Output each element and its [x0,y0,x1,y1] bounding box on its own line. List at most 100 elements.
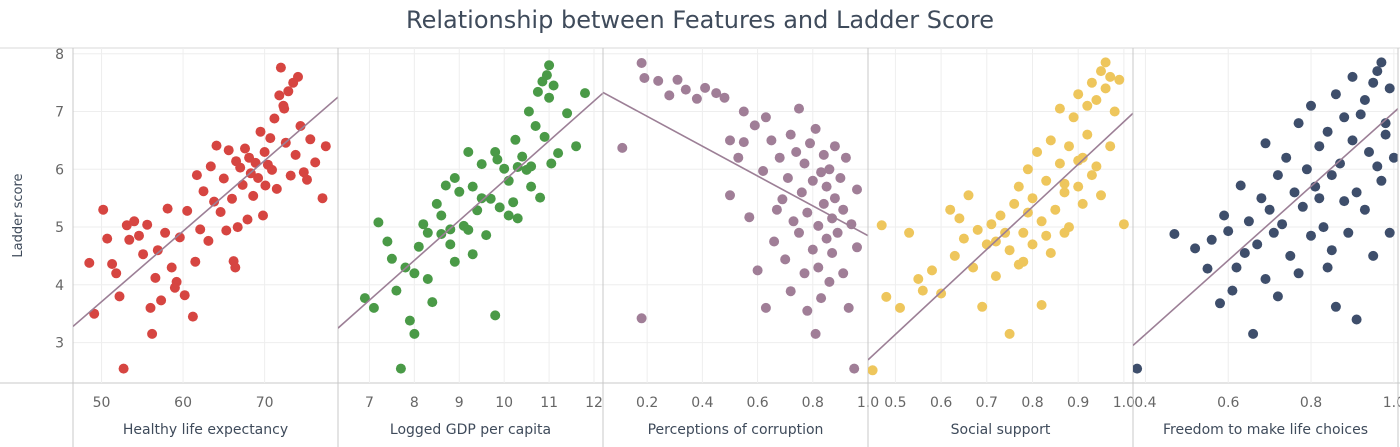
data-point [121,220,132,231]
data-point [760,112,771,123]
data-point [391,285,402,296]
data-point [1322,126,1333,137]
data-point [1041,175,1052,186]
data-point [1351,187,1362,198]
data-point [539,131,550,142]
data-point [1277,219,1288,230]
data-point [1073,181,1084,192]
data-point [981,239,992,250]
data-point [821,233,832,244]
data-point [118,363,129,374]
data-point [1073,155,1084,166]
data-point [1330,301,1341,312]
data-point [1256,193,1267,204]
data-point [512,213,523,224]
data-point [1091,161,1102,172]
data-point [829,141,840,152]
data-point [829,193,840,204]
points-layer [84,62,331,374]
data-point [813,220,824,231]
data-point [818,149,829,160]
trend-line [338,92,603,329]
data-point [162,203,173,214]
data-point [1339,112,1350,123]
data-point [1343,227,1354,238]
data-point [510,134,521,145]
x-tick-label: 0.6 [930,395,952,411]
data-point [1293,268,1304,279]
data-point [242,214,253,225]
data-point [738,137,749,148]
x-tick-label: 0.4 [1134,395,1156,411]
data-point [824,276,835,287]
data-point [317,193,328,204]
data-point [771,204,782,215]
data-point [382,236,393,247]
data-point [1096,66,1106,77]
x-axis-label: Logged GDP per capita [390,422,551,438]
data-point [1027,193,1038,204]
data-point [1297,201,1308,212]
data-point [1091,95,1102,105]
data-point [203,235,214,246]
data-point [107,259,118,269]
data-point [454,186,465,197]
data-point [1306,100,1316,111]
data-point [1272,291,1283,302]
data-point [1100,57,1111,68]
data-point [1252,239,1263,250]
data-point [1059,187,1070,198]
data-point [769,236,780,247]
data-point [1018,256,1029,267]
data-point [752,265,763,276]
x-tick-label: 0.8 [1300,395,1322,411]
data-point [526,181,537,192]
data-point [102,233,113,244]
data-point [413,241,424,252]
data-point [440,180,451,191]
points-layer [359,60,590,374]
data-point [990,271,1001,282]
data-point [1355,109,1366,120]
data-point [807,175,818,186]
x-tick-label: 60 [174,395,192,411]
panel-1: 50 60 70 Healthy life expectancy [72,48,338,447]
data-point [1384,227,1395,238]
data-point [436,229,447,239]
data-point [230,262,241,273]
data-point [1227,285,1238,296]
data-point [788,216,799,227]
data-point [895,302,905,313]
data-point [977,301,988,312]
data-point [1105,141,1116,152]
data-point [725,190,735,201]
data-point [445,239,456,250]
data-point [1322,262,1333,273]
data-point [1077,198,1088,209]
x-tick-label: 7 [365,395,374,411]
data-point [760,302,771,313]
data-point [191,170,202,181]
data-point [179,290,190,301]
data-point [98,204,109,215]
data-point [1027,239,1038,250]
data-point [945,204,956,215]
data-point [986,219,997,230]
data-point [476,193,487,204]
data-point [320,141,331,152]
data-point [275,62,286,73]
data-point [463,224,474,235]
data-point [672,74,683,85]
data-point [1339,196,1350,207]
data-point [548,80,559,91]
data-point [936,288,947,299]
data-point [150,272,161,283]
data-point [1045,248,1056,258]
data-point [532,86,543,97]
data-point [269,113,280,124]
data-point [1281,152,1292,163]
data-point [503,210,514,221]
data-point [691,93,702,104]
